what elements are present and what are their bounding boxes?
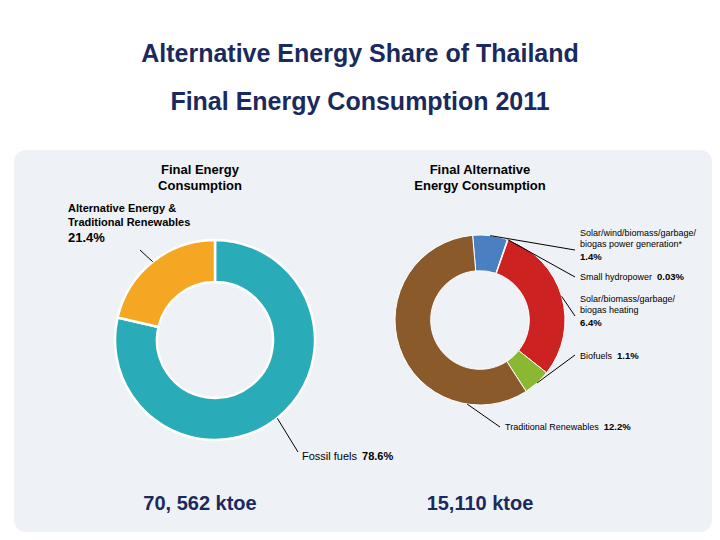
category-label: Small hydropower (580, 272, 652, 282)
value-label: 1.4% (580, 251, 602, 262)
value-label: 21.4% (68, 230, 105, 245)
leader-line (537, 355, 575, 383)
wedges (395, 235, 565, 405)
value-label: 12.2% (604, 421, 631, 432)
slice-labels: Solar/wind/biomass/garbage/biogas power … (467, 228, 696, 432)
donut-chart: Final EnergyConsumption 70, 562 ktoe Fossi… (68, 162, 393, 514)
slice-label: Biofuels 1.1% (580, 350, 639, 361)
wedge (496, 240, 565, 373)
category-label: Solar/biomass/garbage/biogas heating (580, 294, 676, 315)
wedge (395, 235, 526, 405)
category-label-line: Solar/biomass/garbage/ (580, 294, 676, 304)
slice-label: Small hydropower 0.03% (580, 271, 685, 282)
wedge (115, 240, 315, 440)
panel (14, 150, 712, 532)
panel-label-line: Final Energy (161, 162, 240, 177)
leader-line (508, 240, 575, 277)
total: 15,110 ktoe (427, 492, 534, 514)
leader-line (490, 236, 575, 250)
leader-line (467, 404, 500, 427)
value-label: 1.1% (617, 350, 639, 361)
value-label: 78.6% (362, 450, 393, 462)
panel-label-line: Final Alternative (430, 162, 531, 177)
category-label: Traditional Renewables (505, 422, 599, 432)
category-label-line: Solar/wind/biomass/garbage/ (580, 228, 697, 238)
value-label: 0.03% (657, 271, 684, 282)
category-label: Fossil fuels (302, 450, 358, 462)
panel-label: Final EnergyConsumption (158, 162, 242, 193)
panel-label: Final AlternativeEnergy Consumption (414, 162, 546, 193)
panel-label-line: Consumption (158, 178, 242, 193)
category-label-line: biogas heating (580, 305, 639, 315)
title: Alternative Energy Share of Thailand (141, 39, 579, 67)
chart-root: Alternative Energy Share of Thailand Fina… (0, 0, 720, 540)
wedge (118, 240, 215, 327)
background (0, 0, 720, 540)
wedges (115, 240, 315, 440)
leader-line (277, 418, 298, 452)
value-label: 6.4% (580, 317, 602, 328)
donut-chart: Final AlternativeEnergy Consumption 15,11… (395, 162, 697, 514)
subtitle: Final Energy Consumption 2011 (170, 87, 549, 115)
slice-label: Traditional Renewables 12.2% (505, 421, 631, 432)
total: 70, 562 ktoe (143, 492, 256, 514)
category-label: Solar/wind/biomass/garbage/biogas power … (580, 228, 697, 249)
leader-line (140, 250, 153, 262)
category-label: Alternative Energy & Traditional Renewabl… (68, 202, 190, 228)
slice-label: Fossil fuels 78.6% (302, 450, 393, 462)
slice-labels: Fossil fuels 78.6% Alternative Energy & Tra… (68, 202, 393, 462)
category-label: Biofuels (580, 351, 613, 361)
category-label-line: Alternative Energy & (68, 202, 176, 214)
category-label-line: biogas power generation* (580, 239, 683, 249)
panel-label-line: Energy Consumption (414, 178, 546, 193)
category-label-line: Traditional Renewables (68, 216, 190, 228)
leader-line (562, 296, 575, 316)
